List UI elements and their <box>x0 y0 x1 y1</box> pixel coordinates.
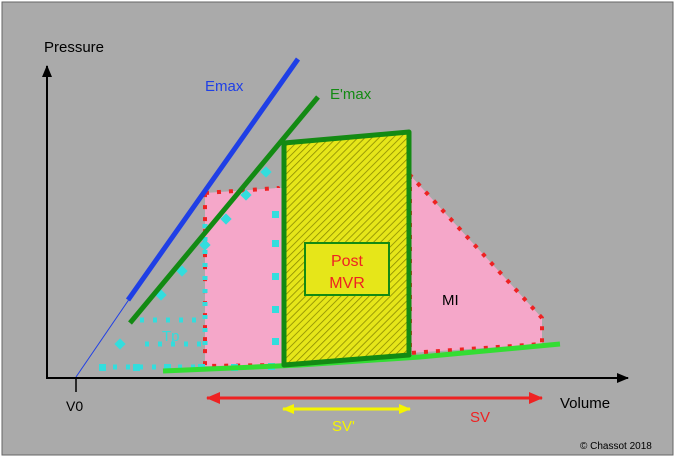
emax-extension-line <box>75 297 131 378</box>
volume-axis-label: Volume <box>560 395 610 412</box>
mi-loop-right <box>408 173 544 355</box>
v0-label: V0 <box>66 398 83 414</box>
sv-label: SV <box>470 409 490 426</box>
emax-label: Emax <box>205 78 244 95</box>
emax-line <box>125 57 301 302</box>
copyright-label: © Chassot 2018 <box>580 441 652 452</box>
tp-label: Tp <box>162 328 180 345</box>
post-mvr-label-line1: Post <box>331 253 364 270</box>
pressure-axis-label: Pressure <box>44 39 104 56</box>
mi-loop-middle <box>275 188 285 366</box>
mi-loop <box>203 186 280 368</box>
sv-prime-label: SV' <box>332 418 355 435</box>
emax-prime-label: E'max <box>330 86 372 103</box>
post-mvr-label-box <box>304 242 390 296</box>
emax-prime-line <box>128 95 320 325</box>
mi-label: MI <box>442 292 459 309</box>
post-mvr-label-line2: MVR <box>329 275 365 292</box>
